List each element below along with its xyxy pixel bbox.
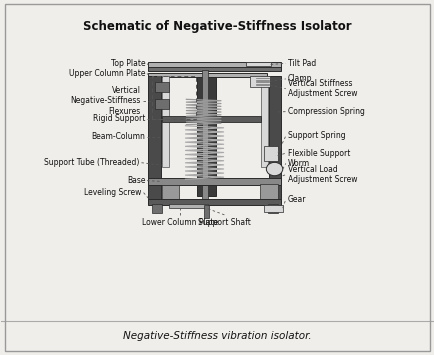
Text: Base: Base — [127, 176, 145, 185]
Bar — [161, 76, 168, 167]
Bar — [268, 76, 281, 204]
Bar — [155, 99, 169, 109]
Bar — [196, 77, 215, 196]
Text: Worm: Worm — [287, 159, 309, 168]
Bar — [161, 185, 179, 200]
Bar — [263, 205, 282, 212]
Bar — [202, 70, 208, 204]
Text: Support Shaft: Support Shaft — [197, 218, 250, 227]
Bar — [203, 204, 208, 218]
Text: Rigid Support: Rigid Support — [93, 114, 145, 123]
Bar — [259, 184, 277, 203]
Text: Beam-Column: Beam-Column — [91, 132, 145, 142]
Text: Schematic of Negative-Stiffness Isolator: Schematic of Negative-Stiffness Isolator — [83, 20, 351, 33]
Text: Vertical
Negative-Stiffness
Flexures: Vertical Negative-Stiffness Flexures — [70, 86, 141, 116]
Circle shape — [266, 162, 282, 176]
Text: Vertical Load
Adjustment Screw: Vertical Load Adjustment Screw — [287, 165, 356, 184]
Text: Leveling Screw: Leveling Screw — [84, 188, 141, 197]
Text: Upper Column Plate: Upper Column Plate — [69, 69, 145, 78]
Bar — [148, 178, 281, 185]
Text: Support Spring: Support Spring — [287, 131, 344, 141]
Bar — [148, 62, 281, 67]
Bar — [151, 204, 162, 213]
Text: Lower Column Plate: Lower Column Plate — [141, 218, 217, 227]
Bar — [161, 115, 260, 122]
Bar — [245, 62, 270, 66]
Bar — [250, 76, 269, 87]
Bar — [168, 204, 208, 208]
Text: Compression Spring: Compression Spring — [287, 107, 364, 116]
Text: Gear: Gear — [287, 195, 305, 204]
Bar — [148, 199, 281, 204]
Bar — [267, 204, 277, 213]
Bar — [260, 76, 267, 167]
Text: Support Tube (Threaded): Support Tube (Threaded) — [44, 158, 139, 167]
Text: Clamp: Clamp — [287, 75, 311, 83]
Text: Tilt Pad: Tilt Pad — [287, 59, 315, 68]
Bar — [155, 82, 169, 92]
Bar — [148, 67, 281, 71]
Text: Flexible Support: Flexible Support — [287, 149, 349, 158]
Bar — [148, 72, 266, 77]
Text: Negative-Stiffness vibration isolator.: Negative-Stiffness vibration isolator. — [123, 331, 311, 341]
Bar — [148, 76, 161, 204]
Text: Top Plate: Top Plate — [110, 59, 145, 68]
Text: Vertical Stiffness
Adjustment Screw: Vertical Stiffness Adjustment Screw — [287, 79, 356, 98]
Bar — [263, 146, 277, 160]
